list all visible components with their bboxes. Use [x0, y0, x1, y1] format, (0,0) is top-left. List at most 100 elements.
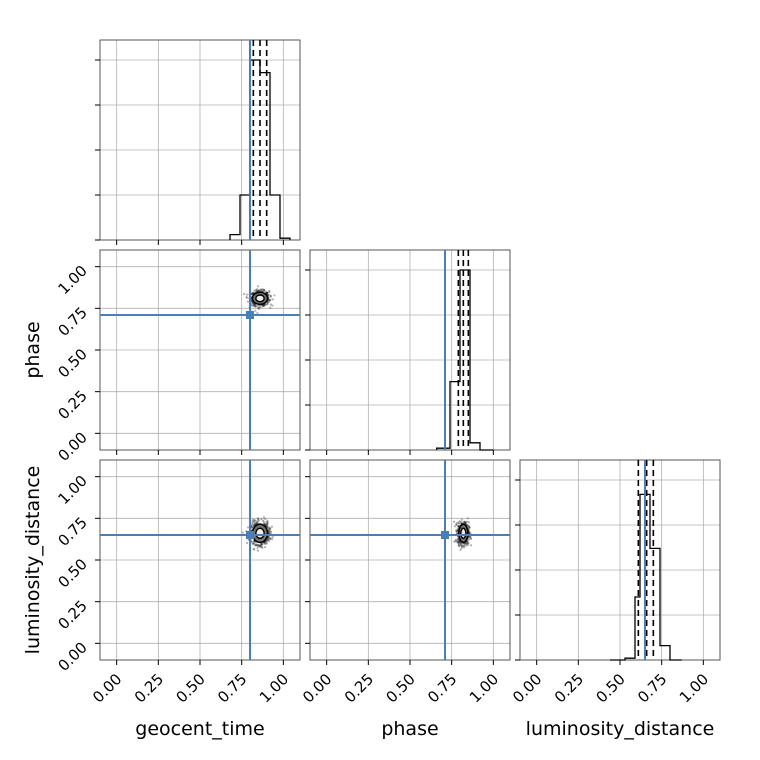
sample-point	[251, 291, 255, 295]
sample-point	[268, 537, 271, 541]
sample-point	[251, 523, 254, 526]
sample-point	[457, 522, 461, 525]
sample-point	[269, 530, 272, 533]
scatter-panel-luminosity_distance-vs-geocent_time: 0.00 0.25 0.50 0.75 1.000.000.250.500.751.00	[54, 459, 301, 706]
sample-point	[463, 542, 467, 545]
sample-point	[269, 531, 273, 534]
sample-point	[463, 522, 467, 525]
sample-point	[465, 542, 469, 545]
sample-point	[260, 288, 263, 291]
sample-point	[269, 526, 272, 529]
sample-point	[262, 516, 266, 519]
sample-point	[261, 543, 264, 546]
sample-point	[457, 525, 460, 528]
sample-point	[453, 540, 456, 543]
sample-point	[266, 291, 269, 294]
sample-point	[245, 296, 248, 299]
sample-point	[455, 530, 458, 533]
sample-point	[264, 303, 267, 306]
sample-point	[455, 523, 458, 526]
sample-point	[265, 291, 269, 294]
sample-point	[456, 539, 459, 542]
luminosity_distance-xtick-label: 0.25	[551, 670, 587, 706]
sample-point	[261, 288, 264, 291]
sample-point	[255, 522, 258, 525]
contour-inner	[255, 294, 265, 303]
sample-point	[462, 545, 465, 548]
sample-point	[454, 539, 457, 542]
sample-point	[269, 303, 273, 306]
sample-point	[267, 528, 270, 532]
sample-point	[269, 294, 273, 297]
sample-point	[256, 517, 259, 521]
sample-point	[453, 525, 457, 528]
sample-point	[269, 306, 272, 309]
geocent_time-xtick-label: 0.75	[214, 670, 250, 706]
sample-point	[256, 289, 260, 292]
sample-point	[250, 526, 254, 529]
sample-point	[258, 545, 261, 548]
sample-point	[461, 545, 464, 548]
sample-point	[252, 291, 255, 295]
sample-point	[466, 517, 469, 520]
sample-point	[467, 535, 471, 538]
sample-point	[458, 545, 461, 548]
sample-point	[258, 545, 262, 548]
sample-point	[246, 526, 250, 529]
sample-point	[264, 517, 267, 521]
sample-point	[261, 305, 264, 308]
sample-point	[465, 542, 468, 545]
sample-point	[255, 290, 258, 293]
phase-xtick-label: 0.50	[382, 670, 418, 706]
hist-panel-phase	[305, 249, 511, 455]
sample-point	[466, 544, 470, 547]
phase-ytick-label: 1.00	[54, 262, 90, 298]
sample-point	[256, 521, 259, 524]
sample-point	[459, 542, 462, 545]
luminosity_distance-xtick-label: 1.00	[676, 670, 712, 706]
sample-point	[267, 536, 270, 539]
sample-point	[259, 544, 262, 547]
sample-point	[266, 520, 269, 524]
sample-point	[458, 520, 461, 523]
sample-point	[265, 524, 268, 527]
sample-point	[252, 540, 255, 543]
sample-point	[261, 290, 264, 293]
phase-xtick-label: 0.00	[299, 670, 335, 706]
sample-point	[267, 300, 270, 303]
sample-point	[265, 291, 268, 294]
sample-point	[262, 522, 265, 525]
phase-ytick-label: 0.25	[54, 387, 90, 423]
sample-point	[259, 306, 262, 309]
sample-point	[258, 288, 261, 292]
sample-point	[259, 542, 262, 545]
scatter-panel-luminosity_distance-vs-phase: 0.00 0.25 0.50 0.75 1.00	[299, 459, 511, 706]
truth-point	[246, 311, 254, 319]
sample-point	[255, 521, 258, 524]
sample-point	[267, 527, 270, 530]
sample-point	[254, 309, 257, 312]
sample-point	[452, 520, 456, 523]
sample-point	[260, 543, 263, 546]
luminosity_distance-xtick-label: 0.00	[509, 670, 545, 706]
sample-point	[252, 303, 255, 307]
sample-point	[252, 520, 255, 523]
sample-point	[263, 545, 267, 549]
sample-point	[265, 541, 268, 544]
sample-point	[253, 522, 256, 526]
sample-point	[457, 540, 460, 543]
sample-point	[266, 523, 269, 526]
sample-point	[267, 536, 270, 539]
sample-point	[457, 540, 460, 544]
sample-point	[266, 291, 269, 295]
sample-point	[241, 531, 244, 534]
sample-point	[466, 541, 469, 544]
sample-point	[262, 304, 265, 307]
sample-point	[268, 532, 271, 535]
sample-point	[455, 532, 458, 535]
luminosity_distance-xtick-label: 0.50	[592, 670, 628, 706]
sample-point	[257, 289, 260, 292]
sample-point	[257, 544, 261, 547]
sample-point	[268, 299, 271, 302]
